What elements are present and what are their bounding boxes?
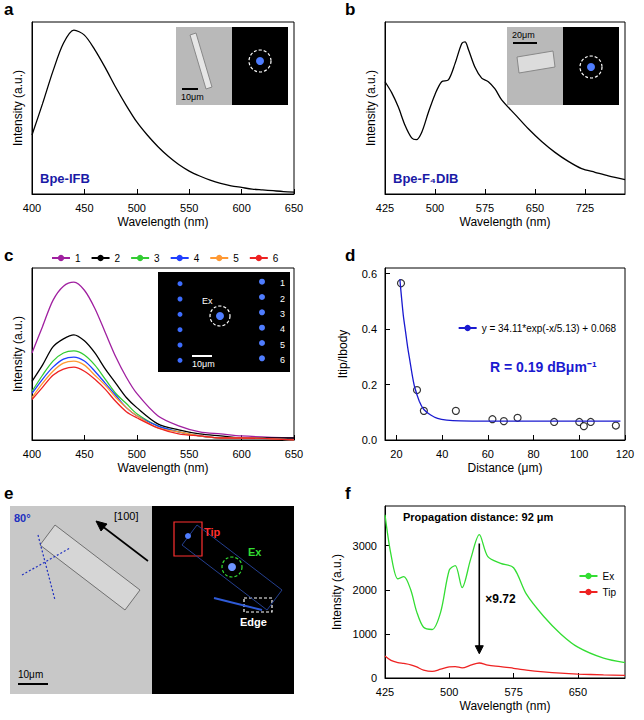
svg-text:575: 575 (476, 202, 494, 214)
svg-text:Tip: Tip (602, 587, 616, 598)
svg-text:20: 20 (390, 448, 402, 460)
svg-text:Wavelength (nm): Wavelength (nm) (460, 699, 551, 713)
svg-text:Tip: Tip (204, 526, 221, 538)
svg-text:0.4: 0.4 (362, 323, 377, 335)
svg-text:c: c (4, 246, 13, 265)
svg-text:20μm: 20μm (512, 30, 535, 40)
svg-text:Distance (μm): Distance (μm) (468, 461, 543, 475)
svg-text:f: f (345, 484, 351, 503)
svg-text:2: 2 (115, 253, 121, 264)
svg-text:80°: 80° (14, 512, 31, 524)
svg-text:Propagation distance: 92 μm: Propagation distance: 92 μm (403, 511, 554, 523)
svg-text:R = 0.19 dBμm⁻¹: R = 0.19 dBμm⁻¹ (490, 359, 597, 375)
svg-text:450: 450 (75, 448, 93, 460)
svg-text:Intensity (a.u.): Intensity (a.u.) (11, 70, 25, 146)
svg-text:4: 4 (194, 253, 200, 264)
svg-text:Itip/Ibody: Itip/Ibody (336, 330, 350, 379)
svg-text:650: 650 (285, 448, 303, 460)
svg-text:3: 3 (154, 253, 160, 264)
svg-text:0.6: 0.6 (362, 268, 377, 280)
svg-text:400: 400 (23, 202, 41, 214)
svg-text:3000: 3000 (353, 540, 377, 552)
svg-text:Wavelength (nm): Wavelength (nm) (118, 215, 209, 229)
svg-text:450: 450 (75, 202, 93, 214)
svg-text:y = 34.11*exp(-x/5.13) + 0.068: y = 34.11*exp(-x/5.13) + 0.068 (482, 323, 617, 334)
svg-text:Intensity (a.u.): Intensity (a.u.) (11, 316, 25, 392)
svg-text:5: 5 (280, 340, 285, 350)
svg-text:e: e (4, 484, 13, 503)
svg-text:6: 6 (273, 253, 279, 264)
svg-text:×9.72: ×9.72 (485, 592, 516, 606)
svg-text:3: 3 (280, 309, 285, 319)
svg-text:Wavelength (nm): Wavelength (nm) (118, 461, 209, 475)
svg-text:Intensity (a.u.): Intensity (a.u.) (364, 70, 378, 146)
svg-text:550: 550 (180, 202, 198, 214)
svg-text:650: 650 (569, 686, 587, 698)
svg-text:1: 1 (280, 278, 285, 288)
svg-text:500: 500 (426, 202, 444, 214)
svg-text:400: 400 (23, 448, 41, 460)
svg-text:2: 2 (280, 294, 285, 304)
svg-text:5: 5 (233, 253, 239, 264)
svg-text:10μm: 10μm (181, 92, 204, 102)
svg-text:60: 60 (482, 448, 494, 460)
svg-text:650: 650 (285, 202, 303, 214)
svg-text:10μm: 10μm (192, 359, 215, 369)
svg-text:1000: 1000 (353, 628, 377, 640)
svg-text:1: 1 (75, 253, 81, 264)
svg-text:[100]: [100] (114, 510, 138, 522)
svg-text:600: 600 (232, 448, 250, 460)
svg-text:6: 6 (280, 355, 285, 365)
svg-text:575: 575 (504, 686, 522, 698)
svg-text:10μm: 10μm (18, 669, 43, 680)
svg-text:a: a (4, 0, 14, 19)
svg-text:650: 650 (526, 202, 544, 214)
svg-text:Bpe-F₄DIB: Bpe-F₄DIB (393, 171, 458, 186)
svg-text:500: 500 (128, 448, 146, 460)
svg-text:500: 500 (128, 202, 146, 214)
svg-text:Wavelength (nm): Wavelength (nm) (460, 215, 551, 229)
svg-text:b: b (345, 0, 355, 19)
svg-text:Ex: Ex (602, 571, 614, 582)
svg-text:80: 80 (527, 448, 539, 460)
svg-text:425: 425 (376, 686, 394, 698)
svg-text:Ex: Ex (248, 546, 262, 558)
svg-text:725: 725 (576, 202, 594, 214)
svg-text:Ex: Ex (202, 296, 213, 306)
svg-text:d: d (345, 246, 355, 265)
svg-text:500: 500 (440, 686, 458, 698)
svg-text:0.2: 0.2 (362, 379, 377, 391)
svg-text:2000: 2000 (353, 584, 377, 596)
svg-text:550: 550 (180, 448, 198, 460)
svg-text:Bpe-IFB: Bpe-IFB (40, 171, 90, 186)
svg-text:0.0: 0.0 (362, 434, 377, 446)
svg-text:100: 100 (570, 448, 588, 460)
svg-text:0: 0 (371, 672, 377, 684)
svg-text:600: 600 (232, 202, 250, 214)
svg-text:Intensity (a.u.): Intensity (a.u.) (330, 554, 344, 630)
svg-text:425: 425 (376, 202, 394, 214)
svg-text:40: 40 (436, 448, 448, 460)
svg-text:Edge: Edge (240, 616, 267, 628)
svg-text:4: 4 (280, 324, 285, 334)
svg-text:120: 120 (616, 448, 634, 460)
